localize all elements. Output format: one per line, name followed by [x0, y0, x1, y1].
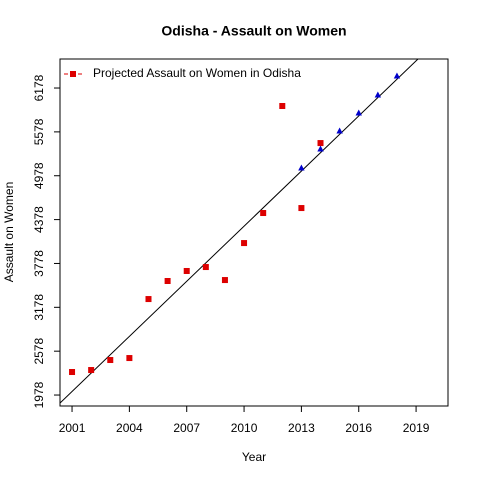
y-tick-label: 5578 — [32, 118, 46, 145]
x-tick-label: 2013 — [288, 421, 315, 435]
legend-label: Projected Assault on Women in Odisha — [93, 66, 301, 80]
legend-marker — [70, 71, 76, 77]
point — [336, 127, 343, 134]
point — [393, 72, 401, 79]
point — [88, 367, 95, 374]
point — [374, 91, 382, 98]
point — [260, 210, 267, 217]
point — [69, 369, 76, 376]
plot-area — [60, 59, 419, 404]
y-axis-label: Assault on Women — [2, 182, 16, 283]
x-tick-label: 2010 — [231, 421, 258, 435]
point — [317, 145, 324, 152]
y-tick-label: 4378 — [32, 206, 46, 233]
x-tick-label: 2001 — [59, 421, 86, 435]
point — [221, 277, 228, 284]
point — [126, 355, 133, 362]
x-tick-label: 2016 — [345, 421, 372, 435]
chart-title: Odisha - Assault on Women — [161, 23, 346, 39]
y-tick-label: 2578 — [32, 338, 46, 365]
y-tick-label: 1978 — [32, 381, 46, 408]
y-tick-label: 6178 — [32, 74, 46, 101]
x-tick-label: 2004 — [116, 421, 143, 435]
point — [202, 264, 209, 271]
point — [298, 164, 305, 171]
plot-frame — [59, 58, 449, 407]
point — [164, 278, 171, 285]
point — [298, 205, 305, 212]
point — [241, 240, 248, 247]
point — [107, 357, 114, 364]
point — [355, 109, 362, 116]
y-tick-label: 4978 — [32, 162, 46, 189]
trend-line — [60, 59, 419, 404]
x-tick-label: 2019 — [403, 421, 430, 435]
y-tick-label: 3778 — [32, 250, 46, 277]
point — [183, 267, 190, 274]
y-tick-label: 3178 — [32, 294, 46, 321]
point — [279, 103, 286, 110]
point — [145, 296, 152, 303]
x-tick-label: 2007 — [173, 421, 200, 435]
point — [317, 140, 324, 147]
x-axis-label: Year — [242, 450, 266, 464]
